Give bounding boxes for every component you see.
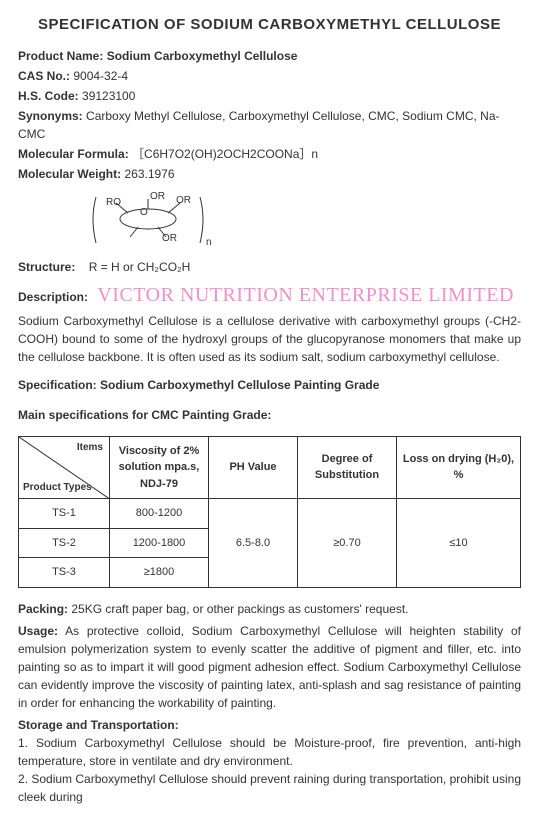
hs-label: H.S. Code: <box>18 89 79 103</box>
cell-type: TS-3 <box>19 558 110 588</box>
cas-row: CAS No.: 9004-32-4 <box>18 67 521 85</box>
mw-label: Molecular Weight: <box>18 167 121 181</box>
col-loss: Loss on drying (H₂0), % <box>397 436 521 499</box>
packing-label: Packing: <box>18 602 68 616</box>
usage-block: Usage: As protective colloid, Sodium Car… <box>18 622 521 712</box>
col-viscosity: Viscosity of 2% solution mpa.s, NDJ-79 <box>110 436 209 499</box>
svg-text:OR: OR <box>162 233 177 244</box>
svg-text:n: n <box>206 237 212 248</box>
storage-label: Storage and Transportation: <box>18 716 521 734</box>
storage-item-2: 2. Sodium Carboxymethyl Cellulose should… <box>18 770 521 806</box>
cas-label: CAS No.: <box>18 69 70 83</box>
storage-item-1: 1. Sodium Carboxymethyl Cellulose should… <box>18 734 521 770</box>
hdr-items: Items <box>77 440 103 455</box>
hdr-items-types: Items Product Types <box>19 436 110 499</box>
cell-viscosity: 800-1200 <box>110 499 209 529</box>
mf-label: Molecular Formula: <box>18 147 129 161</box>
mf-row: Molecular Formula: ［C6H7O2(OH)2OCH2COONa… <box>18 145 521 163</box>
mw-row: Molecular Weight: 263.1976 <box>18 165 521 183</box>
cell-type: TS-2 <box>19 528 110 558</box>
main-spec-heading: Main specifications for CMC Painting Gra… <box>18 406 521 424</box>
description-text: Sodium Carboxymethyl Cellulose is a cell… <box>18 312 521 366</box>
structure-diagram: RO OR OR O OR n <box>78 189 521 256</box>
cell-loss: ≤10 <box>397 499 521 588</box>
structure-label: Structure: <box>18 260 75 274</box>
usage-label: Usage: <box>18 624 58 638</box>
structure-row: Structure: R = H or CH₂CO₂H <box>18 258 521 276</box>
page-title: SPECIFICATION OF SODIUM CARBOXYMETHYL CE… <box>18 14 521 37</box>
hs-value: 39123100 <box>82 89 135 103</box>
svg-text:O: O <box>140 207 148 218</box>
svg-text:OR: OR <box>176 195 191 206</box>
cell-viscosity: ≥1800 <box>110 558 209 588</box>
product-name-label: Product Name: <box>18 49 103 63</box>
col-ph: PH Value <box>209 436 298 499</box>
packing-block: Packing: 25KG craft paper bag, or other … <box>18 600 521 618</box>
watermark-text: VICTOR NUTRITION ENTERPRISE LIMITED <box>97 280 514 310</box>
product-name-value: Sodium Carboxymethyl Cellulose <box>107 49 298 63</box>
usage-text: As protective colloid, Sodium Carboxymet… <box>18 624 521 710</box>
description-row: Description: VICTOR NUTRITION ENTERPRISE… <box>18 280 521 310</box>
storage-block: Storage and Transportation: 1. Sodium Ca… <box>18 716 521 806</box>
cell-viscosity: 1200-1800 <box>110 528 209 558</box>
packing-text: 25KG craft paper bag, or other packings … <box>71 602 408 616</box>
cas-value: 9004-32-4 <box>73 69 128 83</box>
hdr-types: Product Types <box>23 480 92 495</box>
table-header-row: Items Product Types Viscosity of 2% solu… <box>19 436 521 499</box>
structure-text: R = H or CH₂CO₂H <box>89 260 191 274</box>
table-row: TS-1 800-1200 6.5-8.0 ≥0.70 ≤10 <box>19 499 521 529</box>
cell-type: TS-1 <box>19 499 110 529</box>
synonyms-label: Synonyms: <box>18 109 83 123</box>
product-name-row: Product Name: Sodium Carboxymethyl Cellu… <box>18 47 521 65</box>
hs-row: H.S. Code: 39123100 <box>18 87 521 105</box>
description-label: Description: <box>18 290 88 304</box>
col-dos: Degree of Substitution <box>298 436 397 499</box>
synonyms-row: Synonyms: Carboxy Methyl Cellulose, Carb… <box>18 107 521 143</box>
mf-value: ［C6H7O2(OH)2OCH2COONa］n <box>132 147 318 161</box>
svg-text:OR: OR <box>150 191 165 202</box>
svg-text:RO: RO <box>106 197 121 208</box>
synonyms-value: Carboxy Methyl Cellulose, Carboxymethyl … <box>18 109 500 141</box>
spec-table: Items Product Types Viscosity of 2% solu… <box>18 436 521 588</box>
spec-heading: Specification: Sodium Carboxymethyl Cell… <box>18 376 521 394</box>
cell-dos: ≥0.70 <box>298 499 397 588</box>
mw-value: 263.1976 <box>124 167 174 181</box>
cell-ph: 6.5-8.0 <box>209 499 298 588</box>
